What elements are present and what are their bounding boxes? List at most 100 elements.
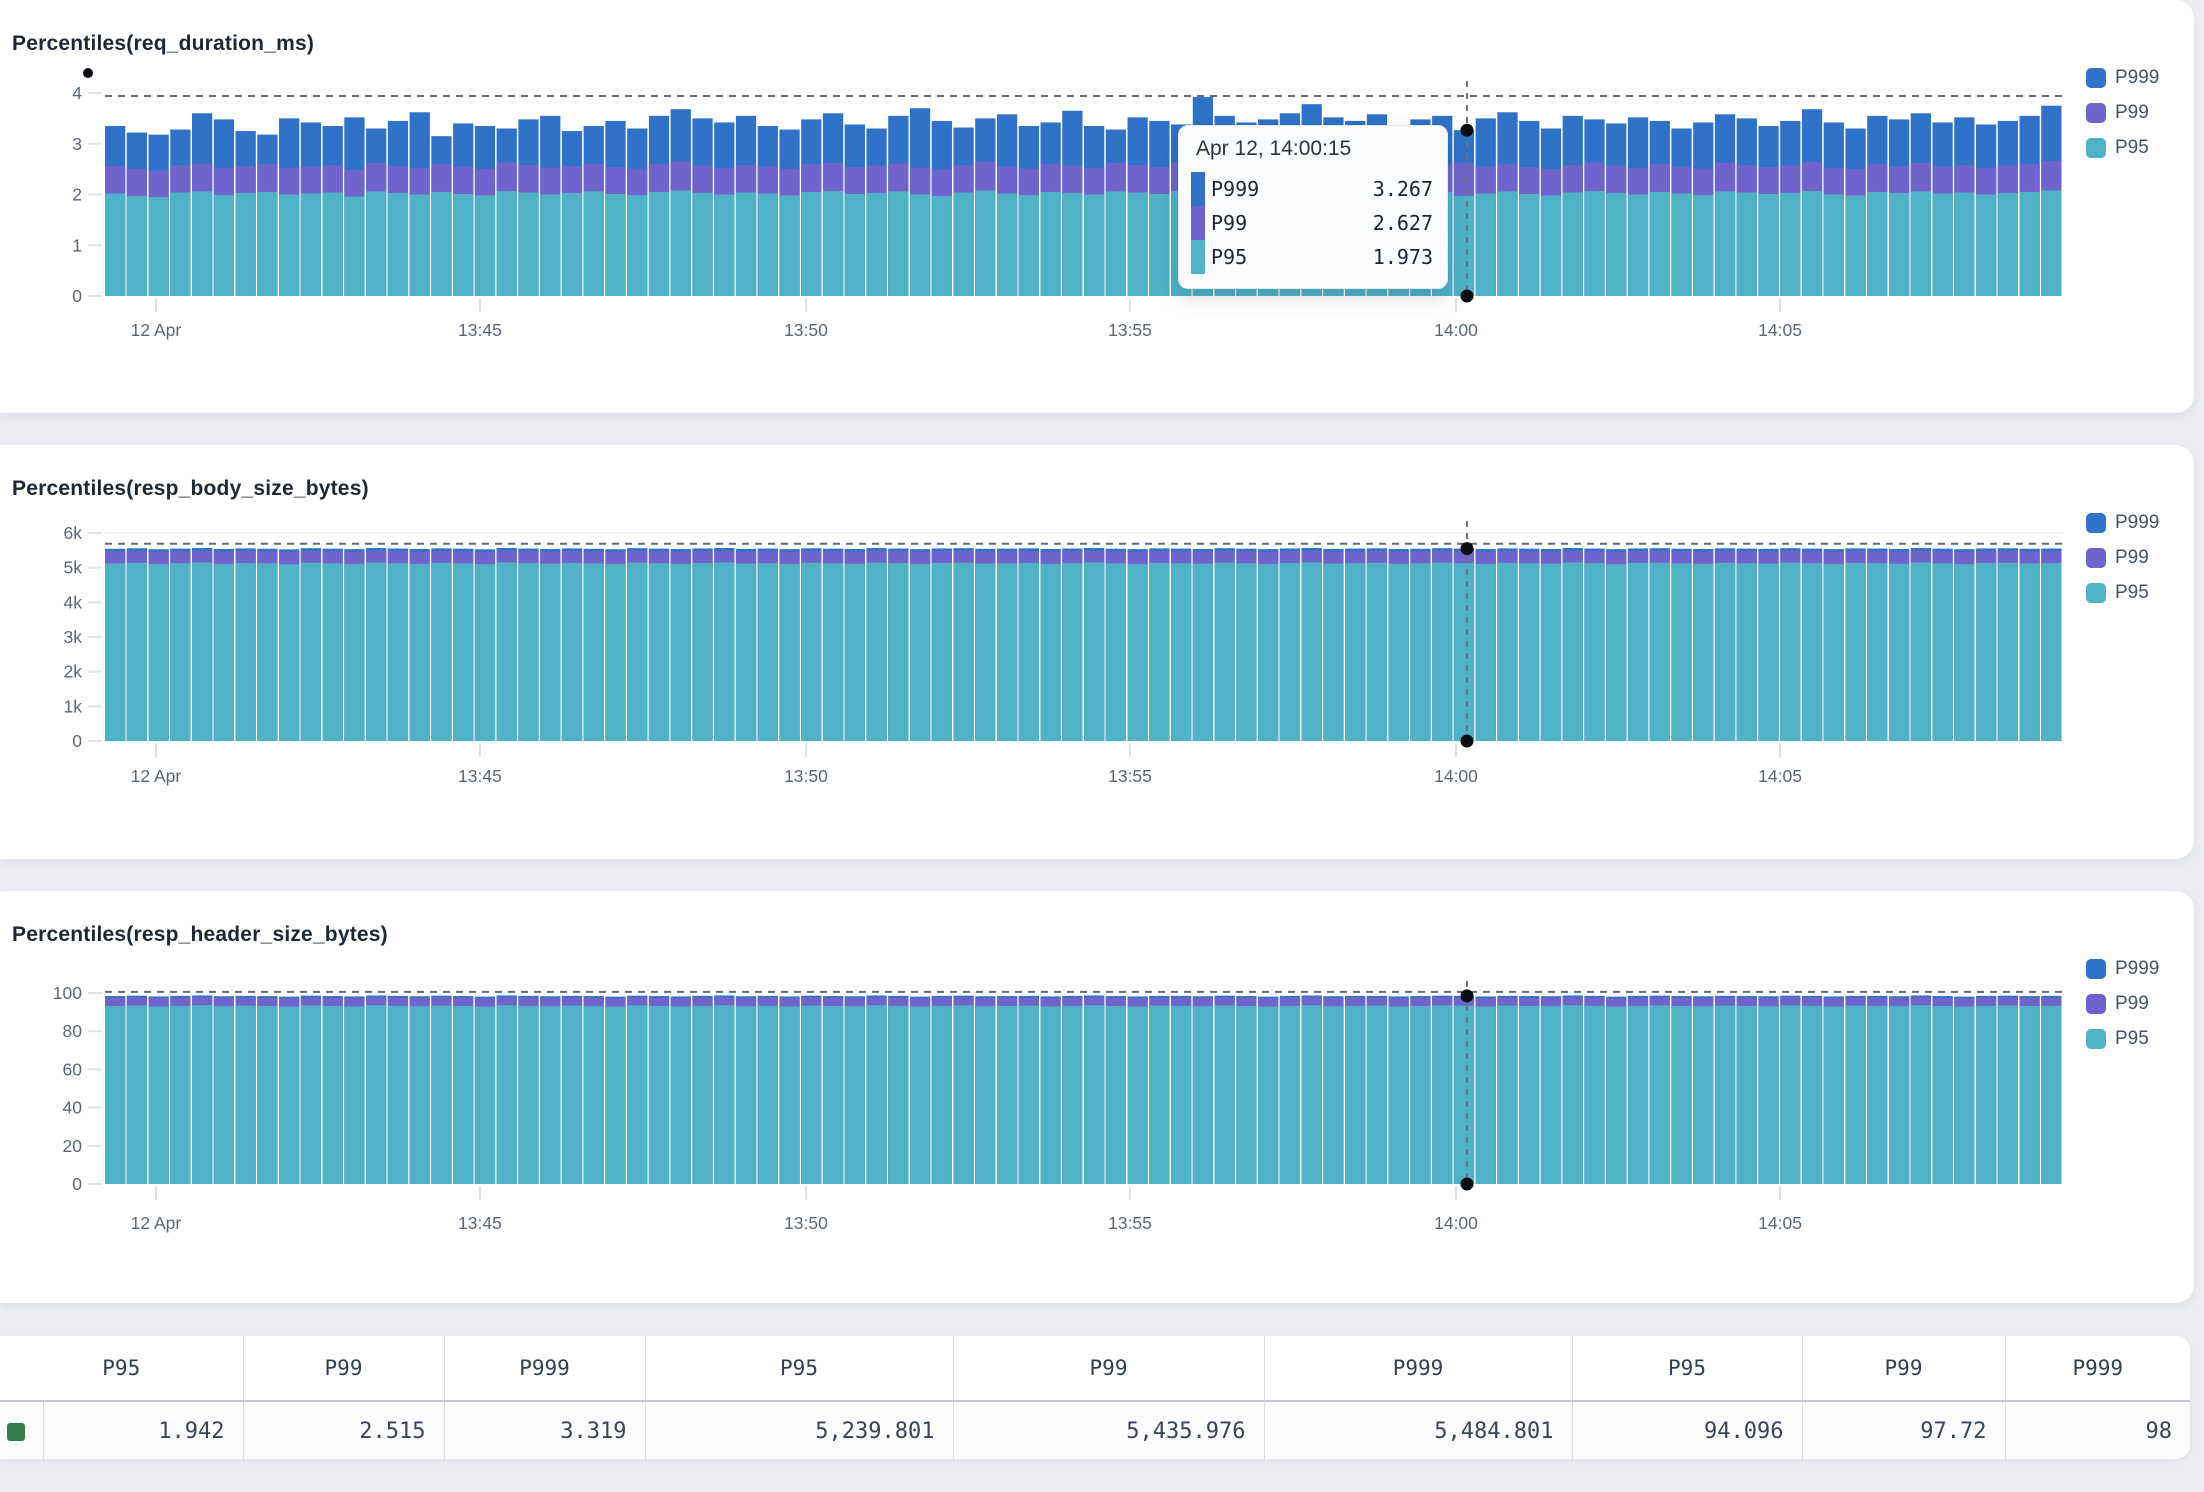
col-header: P99 xyxy=(243,1336,445,1402)
legend-item-p95[interactable]: P95 xyxy=(2086,1021,2159,1056)
table-cell: 97.72 xyxy=(1802,1401,2006,1459)
tooltip-row-p999: P999 3.267 xyxy=(1211,172,1433,206)
table-cell: 3.319 xyxy=(444,1401,646,1459)
table-cell: 98 xyxy=(2005,1401,2190,1459)
svg-text:0: 0 xyxy=(72,286,82,306)
svg-text:5k: 5k xyxy=(64,558,83,578)
table-cell: 5,239.801 xyxy=(645,1401,954,1459)
legend-label: P999 xyxy=(2115,66,2160,88)
svg-text:2: 2 xyxy=(72,185,82,205)
svg-text:13:45: 13:45 xyxy=(458,766,502,786)
svg-text:1: 1 xyxy=(72,235,82,255)
svg-text:13:50: 13:50 xyxy=(784,766,828,786)
legend-swatch-icon xyxy=(2086,512,2106,533)
svg-text:100: 100 xyxy=(53,983,82,1003)
legend-swatch-icon xyxy=(2086,958,2106,979)
svg-text:13:55: 13:55 xyxy=(1108,320,1152,340)
col-header: P95 xyxy=(645,1336,954,1402)
legend-item-p99[interactable]: P99 xyxy=(2086,95,2159,130)
col-header: P95 xyxy=(1572,1336,1803,1402)
svg-text:12 Apr: 12 Apr xyxy=(131,1213,182,1233)
chart-title: Percentiles(resp_header_size_bytes) xyxy=(12,923,388,946)
tooltip-strip-p95 xyxy=(1191,240,1205,274)
svg-text:1k: 1k xyxy=(64,696,83,716)
svg-text:14:00: 14:00 xyxy=(1434,320,1478,340)
tooltip-strip-p99 xyxy=(1191,206,1205,240)
chart-tooltip: Apr 12, 14:00:15 P999 3.267 P99 2.627 P9… xyxy=(1178,125,1448,289)
crosshair-handle-dot[interactable] xyxy=(83,68,93,78)
svg-text:40: 40 xyxy=(63,1098,83,1118)
svg-text:14:05: 14:05 xyxy=(1758,320,1802,340)
tooltip-row-label: P999 xyxy=(1211,177,1260,201)
series-marker-swatch xyxy=(6,1422,25,1441)
tooltip-series-strip xyxy=(1191,172,1205,274)
legend-label: P99 xyxy=(2115,546,2149,568)
table-header-row: P95 P99 P999 P95 P99 P999 P95 P99 P999 xyxy=(0,1336,2190,1402)
svg-text:14:05: 14:05 xyxy=(1758,766,1802,786)
svg-text:0: 0 xyxy=(72,1174,82,1194)
svg-text:12 Apr: 12 Apr xyxy=(131,320,182,340)
legend-label: P99 xyxy=(2115,992,2149,1014)
col-header: P999 xyxy=(444,1336,646,1402)
chart-card-resp-body-size: Percentiles(resp_body_size_bytes) 0 1k 2k 3… xyxy=(0,445,2194,859)
svg-text:4k: 4k xyxy=(64,592,83,612)
chart-svg: 0 1 2 3 4 12 Apr 13:45 13:50 13:55 14:00 14:05 xyxy=(72,81,2063,340)
svg-text:13:50: 13:50 xyxy=(784,320,828,340)
table-row: 1.942 2.515 3.319 5,239.801 5,435.976 5,… xyxy=(0,1401,2190,1459)
chart-legend: P999 P99 P95 xyxy=(2086,60,2159,165)
legend-label: P95 xyxy=(2115,136,2149,158)
svg-text:0: 0 xyxy=(72,731,82,751)
col-header: P99 xyxy=(1802,1336,2006,1402)
chart-svg: 0 1k 2k 3k 4k 5k 6k 12 Apr 13:45 13:50 13:55 14:00 1… xyxy=(64,521,2063,786)
chart-legend: P999 P99 P95 xyxy=(2086,505,2159,610)
col-header: P95 xyxy=(0,1336,244,1402)
tooltip-row-label: P99 xyxy=(1211,211,1248,235)
table-cell: 2.515 xyxy=(243,1401,445,1459)
svg-text:3k: 3k xyxy=(64,627,83,647)
tooltip-rows: P999 3.267 P99 2.627 P95 1.973 xyxy=(1211,172,1433,274)
legend-item-p99[interactable]: P99 xyxy=(2086,986,2159,1021)
legend-item-p999[interactable]: P999 xyxy=(2086,505,2159,540)
chart-card-req-duration: Percentiles(req_duration_ms) 0 1 2 3 4 12 Apr… xyxy=(0,0,2194,413)
chart-title: Percentiles(req_duration_ms) xyxy=(12,32,315,55)
chart-svg: 0 20 40 60 80 100 12 Apr 13:45 13:50 13:55 14:00 14… xyxy=(53,981,2063,1233)
legend-swatch-icon xyxy=(2086,993,2106,1014)
legend-label: P95 xyxy=(2115,581,2149,603)
svg-text:2k: 2k xyxy=(64,662,83,682)
chart-legend: P999 P99 P95 xyxy=(2086,951,2159,1056)
chart-card-resp-header-size: Percentiles(resp_header_size_bytes) 0 20 4… xyxy=(0,891,2194,1303)
table-cell: 1.942 xyxy=(43,1401,244,1459)
legend-item-p95[interactable]: P95 xyxy=(2086,575,2159,610)
series-marker-cell xyxy=(0,1401,44,1459)
legend-label: P99 xyxy=(2115,101,2149,123)
legend-item-p99[interactable]: P99 xyxy=(2086,540,2159,575)
table-cell: 5,484.801 xyxy=(1264,1401,1573,1459)
svg-text:14:05: 14:05 xyxy=(1758,1213,1802,1233)
legend-swatch-icon xyxy=(2086,1028,2106,1049)
legend-label: P999 xyxy=(2115,957,2160,979)
tooltip-row-label: P95 xyxy=(1211,245,1248,269)
legend-label: P999 xyxy=(2115,511,2160,533)
legend-swatch-icon xyxy=(2086,137,2106,158)
svg-text:20: 20 xyxy=(63,1136,83,1156)
legend-swatch-icon xyxy=(2086,102,2106,123)
table-cell: 94.096 xyxy=(1572,1401,1803,1459)
legend-item-p999[interactable]: P999 xyxy=(2086,60,2159,95)
col-header: P999 xyxy=(1264,1336,1573,1402)
col-header: P999 xyxy=(2005,1336,2190,1402)
svg-text:13:45: 13:45 xyxy=(458,320,502,340)
tooltip-row-value: 2.627 xyxy=(1372,211,1433,235)
tooltip-row-p99: P99 2.627 xyxy=(1211,206,1433,240)
svg-text:80: 80 xyxy=(63,1021,83,1041)
chart-title: Percentiles(resp_body_size_bytes) xyxy=(12,477,369,500)
legend-swatch-icon xyxy=(2086,67,2106,88)
svg-text:6k: 6k xyxy=(64,523,83,543)
svg-text:4: 4 xyxy=(72,83,82,103)
legend-item-p999[interactable]: P999 xyxy=(2086,951,2159,986)
svg-text:14:00: 14:00 xyxy=(1434,1213,1478,1233)
svg-text:13:50: 13:50 xyxy=(784,1213,828,1233)
svg-text:60: 60 xyxy=(63,1059,83,1079)
legend-item-p95[interactable]: P95 xyxy=(2086,130,2159,165)
tooltip-row-value: 3.267 xyxy=(1372,177,1433,201)
